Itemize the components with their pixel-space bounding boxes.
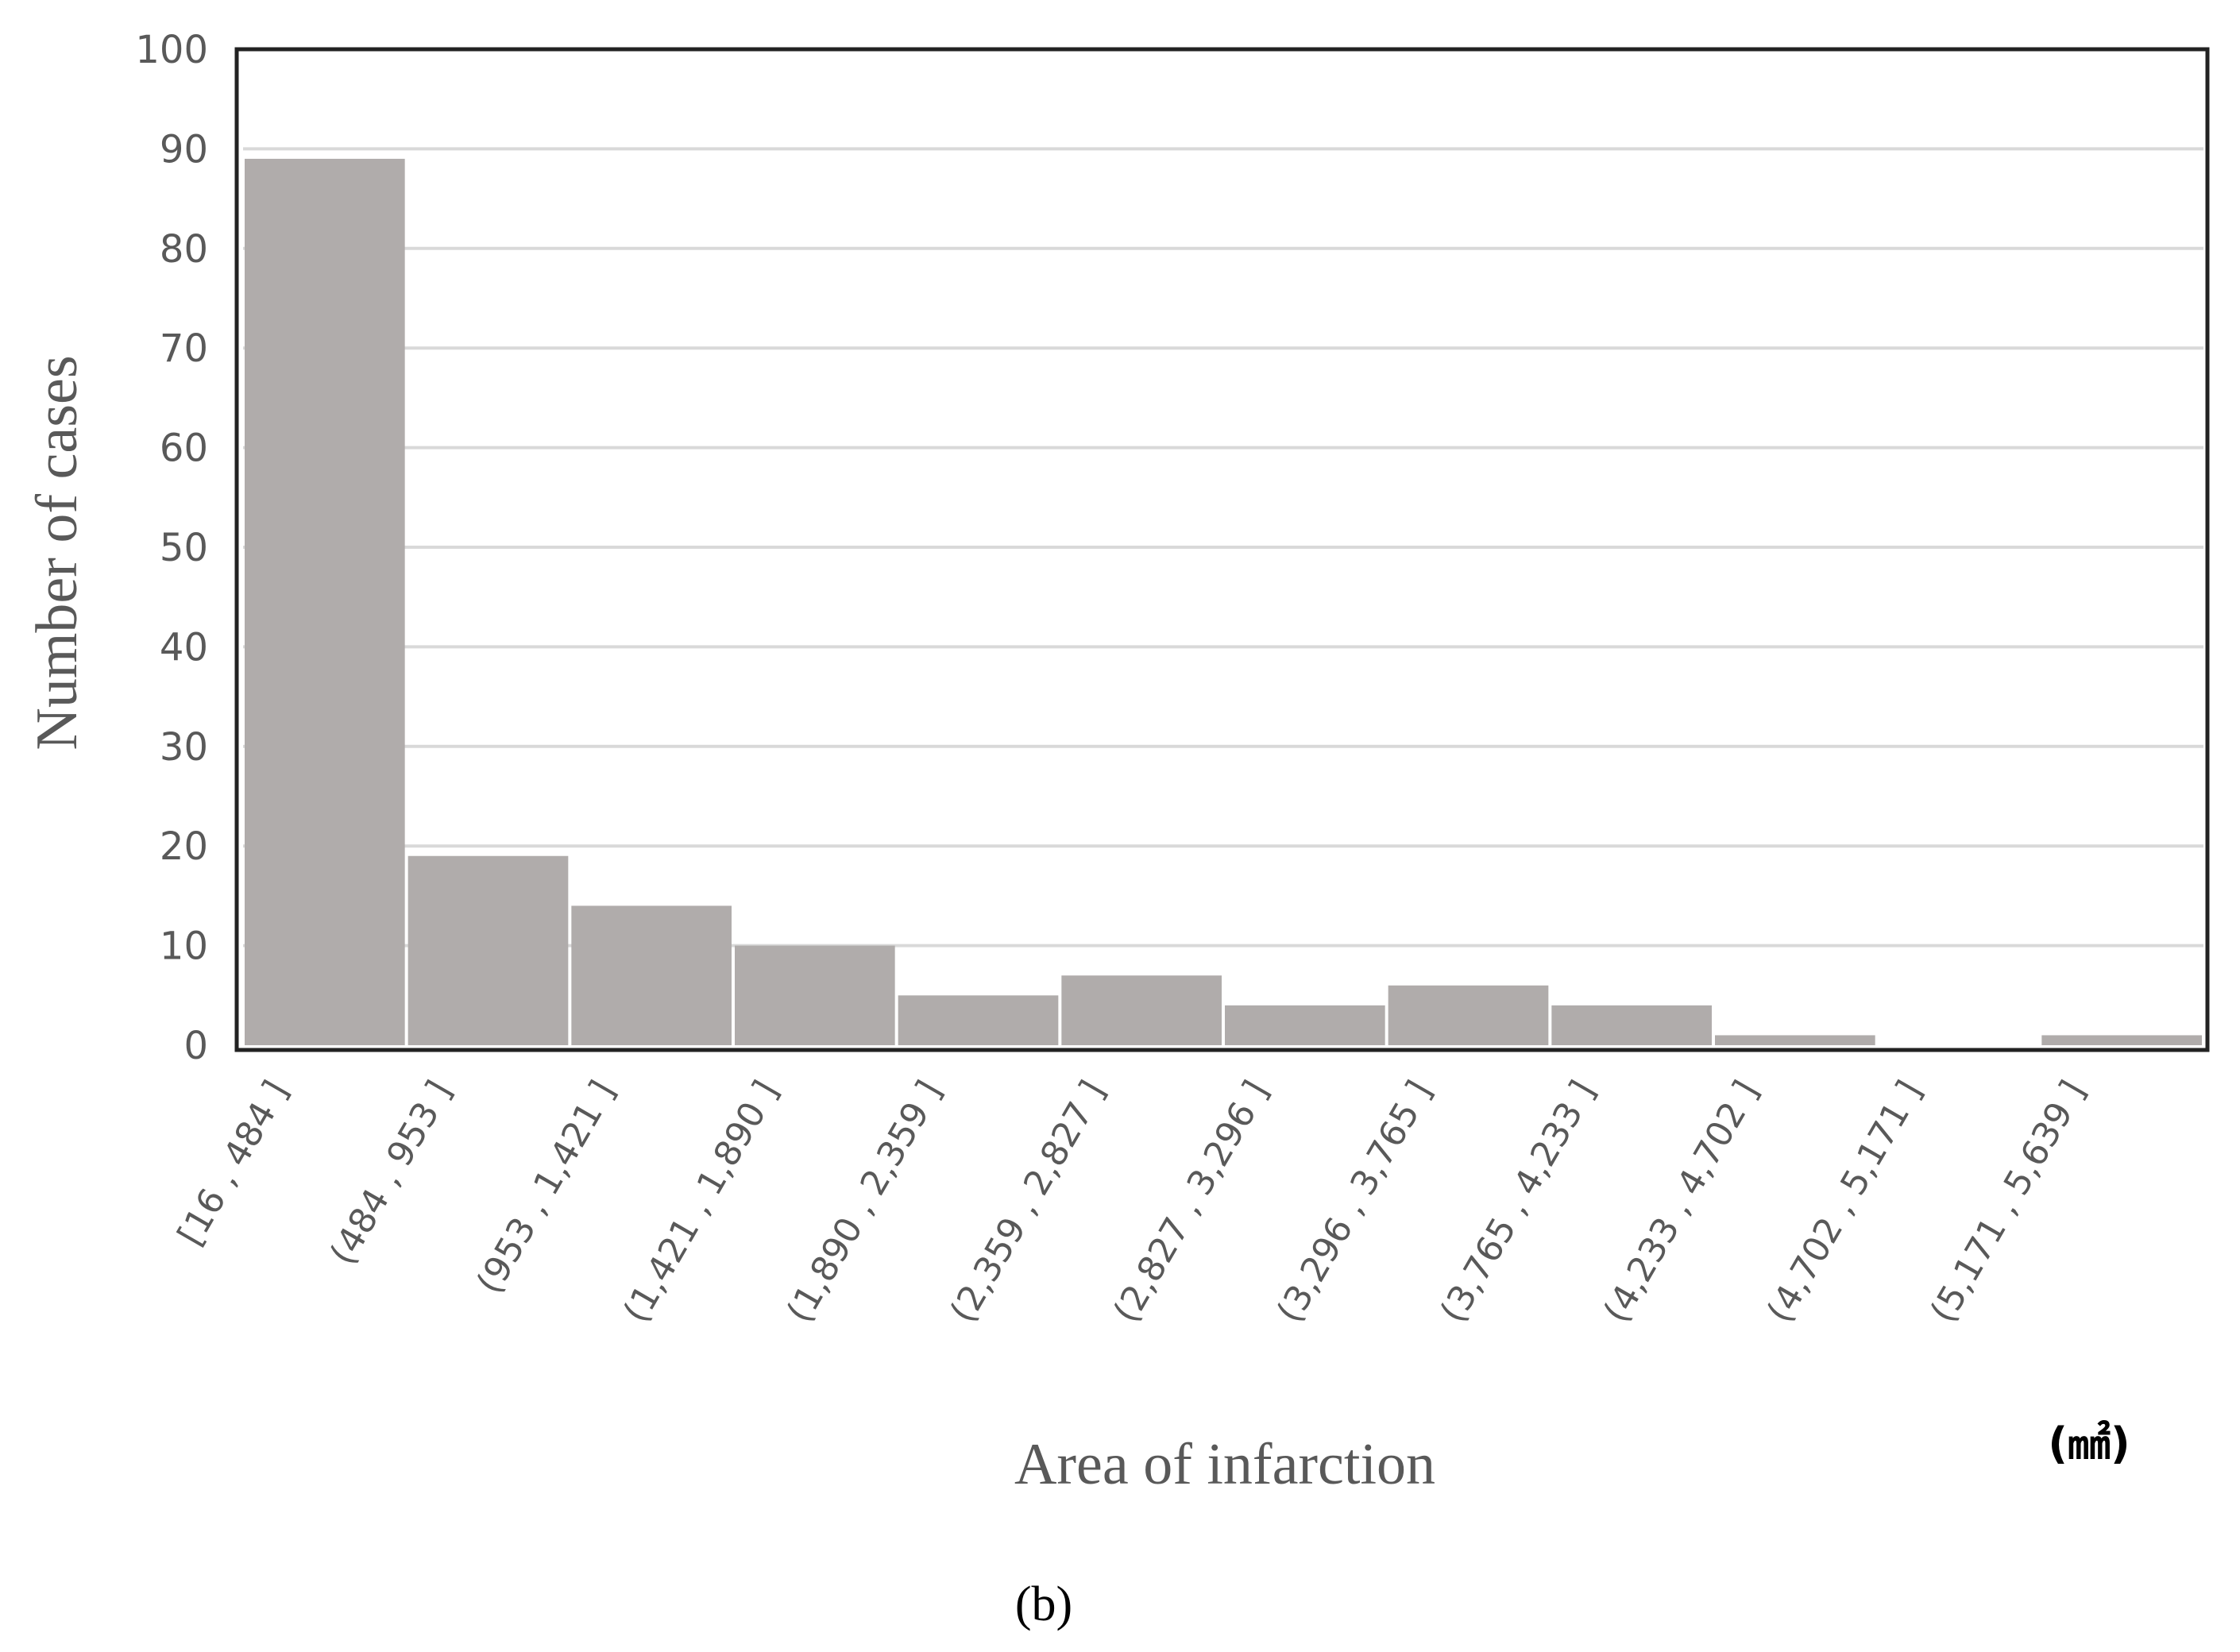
y-tick-label: 60 xyxy=(160,427,208,471)
x-tick-label: (2,827 , 3,296 ] xyxy=(1106,1074,1276,1330)
y-tick-labels: 0 10 20 30 40 50 60 70 80 90 100 xyxy=(135,28,208,1068)
y-tick-label: 70 xyxy=(160,326,208,371)
bar xyxy=(898,995,1059,1045)
bar xyxy=(1061,975,1222,1045)
x-tick-label: (3,765 , 4,233 ] xyxy=(1432,1074,1603,1330)
x-tick-label: (2,359 , 2,827 ] xyxy=(942,1074,1113,1330)
x-tick-label: (4,702 , 5,171 ] xyxy=(1759,1074,1930,1330)
bar xyxy=(735,945,895,1045)
x-tick-label: (1,421 , 1,890 ] xyxy=(616,1074,786,1330)
bar xyxy=(407,855,569,1045)
y-tick-label: 20 xyxy=(160,824,208,869)
bar xyxy=(245,158,405,1046)
x-axis-title: Area of infarction xyxy=(1014,1432,1435,1497)
x-tick-label: (1,890 , 2,359 ] xyxy=(779,1074,950,1330)
bar xyxy=(1388,985,1549,1045)
gridlines xyxy=(243,147,2203,948)
x-tick-label: [16 , 484 ] xyxy=(170,1074,296,1253)
x-tick-label: (484 , 953 ] xyxy=(322,1074,460,1272)
x-tick-label: (5,171 , 5,639 ] xyxy=(1922,1074,2093,1330)
plot-frame xyxy=(234,47,2210,1052)
panel-label: (b) xyxy=(1015,1577,1072,1631)
x-tick-labels: [16 , 484 ] (484 , 953 ] (953 , 1,421 ](1,… xyxy=(170,1074,2094,1330)
y-tick-label: 10 xyxy=(160,924,208,969)
bar xyxy=(1225,1005,1385,1045)
y-tick-label: 50 xyxy=(160,526,208,570)
bar xyxy=(1715,1035,1875,1045)
bar xyxy=(571,905,732,1045)
y-tick-label: 30 xyxy=(160,725,208,770)
bar xyxy=(2041,1035,2202,1045)
bar xyxy=(1551,1005,1712,1045)
y-tick-label: 40 xyxy=(160,625,208,670)
x-tick-label: (3,296 , 3,765 ] xyxy=(1269,1074,1440,1330)
y-tick-label: 90 xyxy=(160,127,208,172)
y-axis-title: Number of cases xyxy=(25,355,90,750)
y-tick-label: 100 xyxy=(135,28,208,72)
x-tick-label: (953 , 1,421 ] xyxy=(469,1074,623,1301)
y-tick-label: 80 xyxy=(160,227,208,272)
bars xyxy=(245,158,2202,1046)
x-tick-label: (4,233 , 4,702 ] xyxy=(1596,1074,1767,1330)
y-tick-label: 0 xyxy=(183,1024,208,1068)
unit-label: (㎟) xyxy=(2048,1418,2130,1469)
